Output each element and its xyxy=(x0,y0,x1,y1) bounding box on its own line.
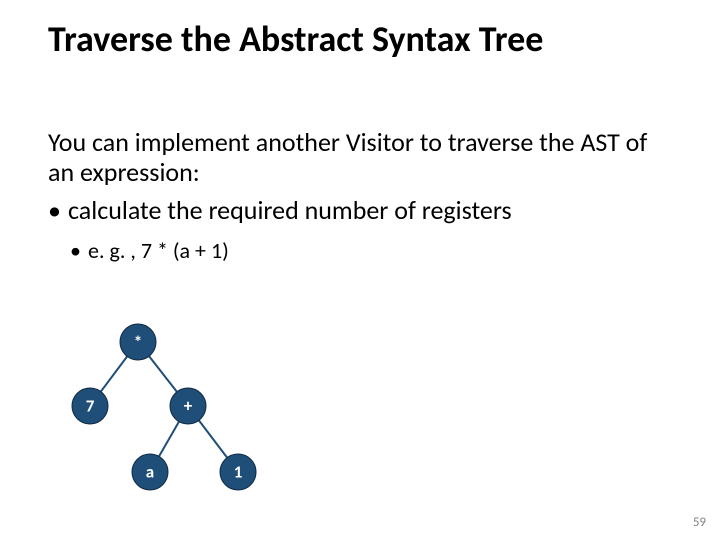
slide: Traverse the Abstract Syntax Tree You ca… xyxy=(0,0,720,540)
tree-node: 7 xyxy=(72,388,108,424)
tree-node-label: 1 xyxy=(234,462,243,483)
tree-svg: * 7 + a 1 xyxy=(60,320,320,510)
page-title: Traverse the Abstract Syntax Tree xyxy=(48,20,672,60)
ast-tree-diagram: * 7 + a 1 xyxy=(60,320,320,520)
body-text: You can implement another Visitor to tra… xyxy=(48,128,672,188)
bullet-level1: •calculate the required number of regist… xyxy=(48,196,672,226)
tree-node-label: * xyxy=(134,332,142,353)
tree-node-label: + xyxy=(184,396,193,417)
bullet-dot: • xyxy=(70,238,88,263)
page-number: 59 xyxy=(693,515,706,530)
tree-node-label: a xyxy=(146,462,154,483)
tree-node: a xyxy=(132,454,168,490)
bullet-level2-text: e. g. , 7 * (a + 1) xyxy=(88,237,229,264)
bullet-level1-text: calculate the required number of registe… xyxy=(68,194,512,226)
tree-node: * xyxy=(120,324,156,360)
tree-node-label: 7 xyxy=(86,396,95,417)
bullet-level2: •e. g. , 7 * (a + 1) xyxy=(70,238,672,263)
tree-node: + xyxy=(170,388,206,424)
bullet-dot: • xyxy=(48,196,68,226)
tree-node: 1 xyxy=(220,454,256,490)
